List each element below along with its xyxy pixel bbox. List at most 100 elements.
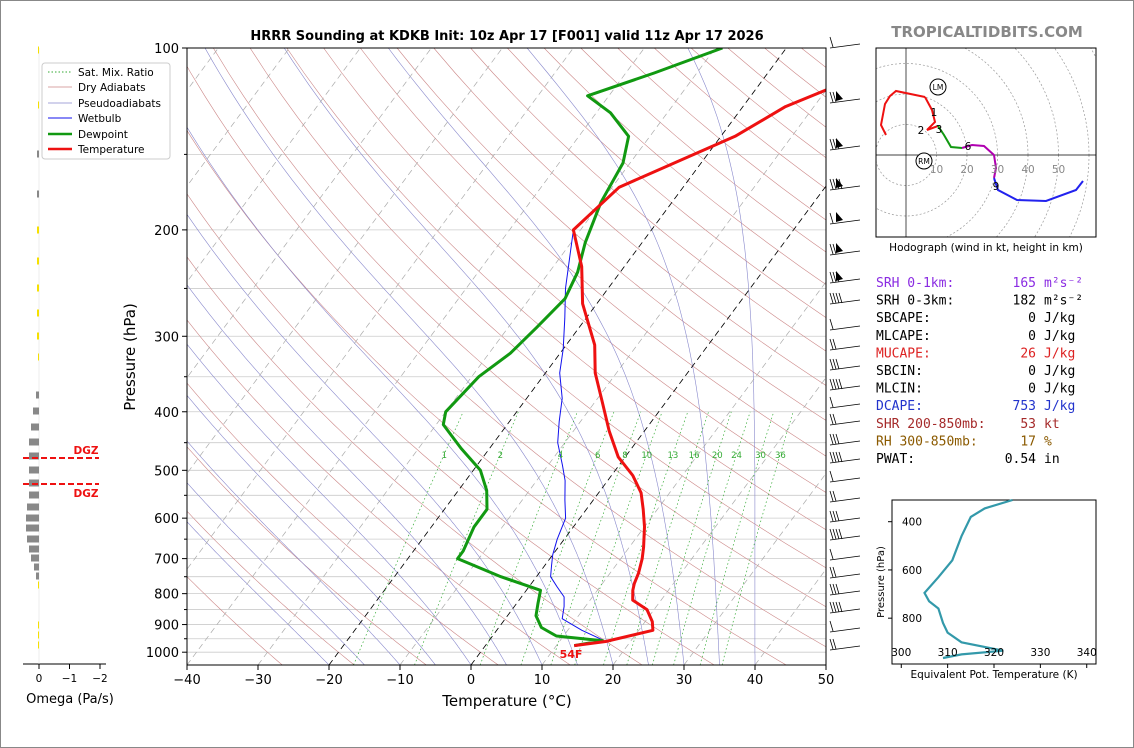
omega-bar <box>27 503 39 511</box>
surface-temp-label: 54F <box>560 648 583 661</box>
omega-bar <box>37 190 39 198</box>
isotherm <box>257 48 716 665</box>
wind-barb <box>829 433 861 446</box>
y-tick-label: 100 <box>154 42 179 57</box>
wind-barb <box>829 396 861 409</box>
index-unit: J/kg <box>1044 382 1075 397</box>
omega-ticks: 0 −1 −2 <box>36 664 108 685</box>
hodo-segment <box>924 96 939 131</box>
storm-motion-marker <box>929 78 947 96</box>
dry-adiabat <box>470 48 826 352</box>
omega-bar <box>37 226 39 234</box>
dgz-upper-label: DGZ <box>74 445 99 457</box>
mixing-ratio-line <box>414 411 519 665</box>
isotherm <box>541 281 826 665</box>
dry-adiabat <box>187 510 355 665</box>
mixing-ratio-label: 2 <box>498 451 503 461</box>
x-tick-label: −20 <box>315 673 342 688</box>
y-tick-label: 900 <box>154 619 179 634</box>
theta-e-ticks: 300 310 320 330 340 400 600 800 <box>888 517 1097 668</box>
index-label: SRH 0-3km: <box>876 294 954 309</box>
hodo-segment <box>961 143 998 179</box>
mixing-ratio-lines <box>353 411 794 665</box>
isotherm <box>187 48 290 187</box>
x-tick-label: 40 <box>747 673 764 688</box>
y-tick-label: 600 <box>154 512 179 527</box>
dry-adiabat <box>396 48 826 421</box>
theta-e-trace <box>923 498 1013 660</box>
index-unit: J/kg <box>1044 346 1075 361</box>
temperature-line <box>571 88 826 648</box>
hodo-height-label: 2 <box>918 125 925 137</box>
omega-bar <box>38 46 39 54</box>
index-value: 0 <box>1028 311 1036 326</box>
omega-bar <box>37 284 39 292</box>
wind-barb <box>829 470 861 483</box>
omega-tick-label: −1 <box>62 673 77 685</box>
pseudoadiabat <box>187 126 578 665</box>
mixing-ratio-line <box>651 411 732 665</box>
pseudoadiabat <box>187 284 507 665</box>
dry-adiabat <box>323 48 826 493</box>
omega-bar <box>33 407 39 415</box>
isotherm <box>187 48 645 665</box>
mixing-ratio-line <box>574 411 663 665</box>
pseudoadiabat <box>526 48 720 665</box>
theta-x-tick-label: 320 <box>984 647 1004 659</box>
legend-moist: Pseudoadiabats <box>78 98 161 110</box>
mixing-ratio-label: 20 <box>712 451 723 461</box>
y-tick-label: 800 <box>154 588 179 603</box>
mixing-ratio-label: 8 <box>622 451 627 461</box>
hodo-height-label: 1 <box>931 107 938 119</box>
hodo-height-label: 6 <box>965 141 972 153</box>
hodo-segment <box>879 89 926 136</box>
mixing-ratio-label: 16 <box>689 451 700 461</box>
wind-barb <box>829 510 861 523</box>
omega-bar <box>38 641 39 649</box>
wind-barb <box>829 178 861 191</box>
dry-adiabat <box>187 129 787 665</box>
omega-bar <box>31 423 39 431</box>
pseudoadiabat <box>187 213 543 665</box>
theta-y-tick-label: 600 <box>902 565 922 577</box>
index-label: MLCAPE: <box>876 329 931 344</box>
mixing-ratio-line <box>520 411 615 665</box>
theta-e-xlabel: Equivalent Pot. Temperature (K) <box>910 669 1077 681</box>
dry-adiabat <box>187 193 715 665</box>
x-tick-label: −30 <box>244 673 271 688</box>
index-value: 0 <box>1028 329 1036 344</box>
dewpoint-line <box>441 48 723 648</box>
omega-bars <box>26 46 39 649</box>
theta-x-tick-label: 300 <box>891 647 911 659</box>
index-unit: % <box>1044 434 1052 449</box>
wind-barb <box>829 318 861 331</box>
x-tick-label: 10 <box>534 673 551 688</box>
index-unit: in <box>1044 452 1060 467</box>
pseudoadiabat <box>388 48 685 665</box>
y-tick-label: 200 <box>154 224 179 239</box>
wind-barb <box>829 620 861 633</box>
wind-barb <box>829 548 861 561</box>
skewt-axes-frame <box>186 47 827 666</box>
mixing-ratio-labels: 1 2 4 6 8 10 13 16 20 24 30 36 <box>442 451 786 461</box>
wind-barb <box>829 638 861 651</box>
omega-tick-label: 0 <box>36 673 43 685</box>
omega-bar <box>37 257 39 265</box>
dry-adiabats <box>187 48 826 665</box>
dry-adiabat <box>249 48 826 569</box>
isobar-grid <box>187 48 826 665</box>
isotherm <box>187 48 574 570</box>
x-tick-label: −40 <box>173 673 200 688</box>
legend: Sat. Mix. Ratio Dry Adiabats Pseudoadiab… <box>41 62 171 160</box>
mixing-ratio-line <box>603 411 689 665</box>
wind-barb <box>829 243 861 256</box>
index-value: 165 <box>1013 276 1036 291</box>
mixing-ratio-line <box>699 411 775 665</box>
dry-adiabat <box>433 48 826 386</box>
dry-adiabat <box>187 256 643 665</box>
wind-barb <box>829 91 861 104</box>
theta-e-line <box>923 498 1013 660</box>
wind-barb <box>829 212 861 225</box>
x-tick-label: 0 <box>467 673 475 688</box>
index-label: SBCAPE: <box>876 311 931 326</box>
